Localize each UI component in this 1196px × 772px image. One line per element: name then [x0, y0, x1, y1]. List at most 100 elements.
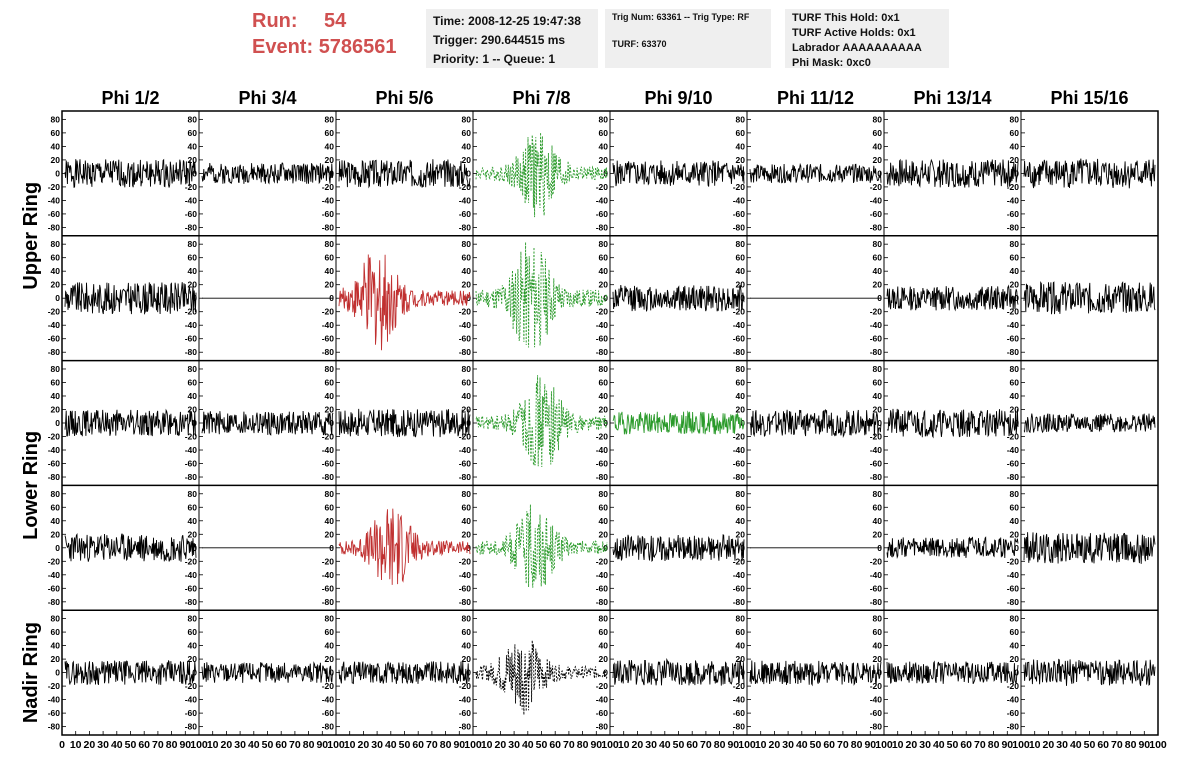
- y-tick-label: 80: [325, 364, 335, 374]
- y-tick-label: -80: [322, 597, 335, 607]
- y-tick-label: -80: [459, 222, 472, 232]
- y-tick-label: 0: [877, 418, 882, 428]
- y-tick-label: 80: [1010, 114, 1020, 124]
- y-tick-label: 60: [462, 253, 472, 263]
- y-tick-label: 40: [188, 141, 198, 151]
- x-tick-label: 100: [327, 739, 345, 751]
- x-tick-label: 40: [522, 739, 534, 751]
- waveform-trace: [749, 409, 882, 438]
- x-tick-label: 10: [481, 739, 493, 751]
- y-tick-label: -60: [48, 459, 61, 469]
- y-tick-label: -60: [459, 459, 472, 469]
- y-tick-label: -60: [185, 583, 198, 593]
- y-tick-label: -40: [1007, 320, 1020, 330]
- y-tick-label: -80: [48, 347, 61, 357]
- waveform-trace: [475, 375, 608, 468]
- x-tick-label: 40: [385, 739, 397, 751]
- event-line: Event: 5786561: [252, 34, 412, 60]
- y-tick-label: 20: [1010, 404, 1020, 414]
- y-tick-label: 60: [736, 377, 746, 387]
- y-tick-label: -80: [733, 722, 746, 732]
- y-tick-label: -40: [185, 570, 198, 580]
- x-tick-label: 40: [796, 739, 808, 751]
- y-tick-label: -40: [322, 195, 335, 205]
- column-title: Phi 7/8: [512, 88, 570, 108]
- column-title: Phi 13/14: [913, 88, 991, 108]
- y-tick-label: 40: [188, 391, 198, 401]
- x-tick-label: 30: [782, 739, 794, 751]
- y-tick-label: -60: [596, 708, 609, 718]
- y-tick-label: -80: [870, 597, 883, 607]
- y-tick-label: -40: [185, 195, 198, 205]
- y-tick-label: 20: [188, 529, 198, 539]
- x-tick-label: 20: [495, 739, 507, 751]
- x-tick-label: 50: [399, 739, 411, 751]
- x-tick-label: 90: [316, 739, 328, 751]
- y-tick-label: 80: [325, 614, 335, 624]
- priority-text: Priority: 1 -- Queue: 1: [433, 52, 556, 66]
- x-tick-label: 80: [303, 739, 315, 751]
- y-tick-label: -60: [733, 459, 746, 469]
- y-tick-label: -40: [185, 320, 198, 330]
- y-tick-label: 0: [329, 668, 334, 678]
- y-tick-label: -80: [596, 347, 609, 357]
- y-tick-label: -60: [322, 334, 335, 344]
- y-tick-label: 80: [188, 239, 198, 249]
- y-tick-label: -40: [48, 570, 61, 580]
- x-tick-label: 60: [686, 739, 698, 751]
- row-title: Upper Ring: [20, 182, 42, 290]
- y-tick-label: -20: [322, 182, 335, 192]
- waveform-trace: [749, 162, 882, 184]
- y-tick-label: -20: [185, 556, 198, 566]
- y-tick-label: 40: [325, 266, 335, 276]
- waveform-trace: [1023, 658, 1156, 686]
- y-tick-label: -20: [733, 182, 746, 192]
- y-tick-label: 80: [873, 489, 883, 499]
- y-tick-label: 20: [462, 654, 472, 664]
- y-tick-label: 20: [462, 404, 472, 414]
- y-tick-label: -60: [870, 708, 883, 718]
- y-tick-label: -60: [459, 708, 472, 718]
- y-tick-label: 20: [736, 155, 746, 165]
- y-tick-label: -60: [596, 334, 609, 344]
- turf-text: TURF: 63370: [612, 39, 667, 49]
- x-tick-label: 50: [262, 739, 274, 751]
- x-tick-label: 30: [508, 739, 520, 751]
- y-tick-label: 40: [599, 266, 609, 276]
- y-tick-label: -20: [322, 432, 335, 442]
- y-tick-label: -80: [596, 472, 609, 482]
- waveform-trace: [612, 284, 745, 312]
- x-tick-label: 100: [464, 739, 482, 751]
- y-tick-label: -60: [870, 459, 883, 469]
- waveform-trace: [612, 534, 745, 562]
- x-tick-label: 20: [1043, 739, 1055, 751]
- y-tick-label: 40: [462, 516, 472, 526]
- waveform-trace: [338, 408, 471, 438]
- y-tick-label: 80: [51, 364, 61, 374]
- waveform-trace: [886, 536, 1019, 560]
- x-tick-label: 70: [426, 739, 438, 751]
- y-tick-label: 60: [599, 253, 609, 263]
- waveform-trace: [475, 640, 608, 715]
- y-tick-label: -80: [459, 472, 472, 482]
- y-tick-label: -40: [596, 570, 609, 580]
- x-tick-label: 80: [714, 739, 726, 751]
- y-tick-label: -40: [733, 695, 746, 705]
- y-tick-label: 20: [462, 529, 472, 539]
- y-tick-label: -60: [459, 209, 472, 219]
- y-tick-label: 80: [736, 614, 746, 624]
- y-tick-label: -20: [185, 307, 198, 317]
- y-tick-label: -40: [48, 320, 61, 330]
- labrador-text: Labrador AAAAAAAAAA: [792, 42, 922, 54]
- y-tick-label: 0: [55, 168, 60, 178]
- y-tick-label: -80: [185, 722, 198, 732]
- y-tick-label: -60: [185, 708, 198, 718]
- y-tick-label: 60: [1010, 502, 1020, 512]
- waveform-trace: [338, 159, 471, 189]
- y-tick-label: -20: [870, 182, 883, 192]
- x-tick-label: 10: [618, 739, 630, 751]
- y-tick-label: 40: [188, 266, 198, 276]
- waveform-trace: [64, 158, 197, 188]
- y-tick-label: -40: [322, 445, 335, 455]
- y-tick-label: 80: [462, 239, 472, 249]
